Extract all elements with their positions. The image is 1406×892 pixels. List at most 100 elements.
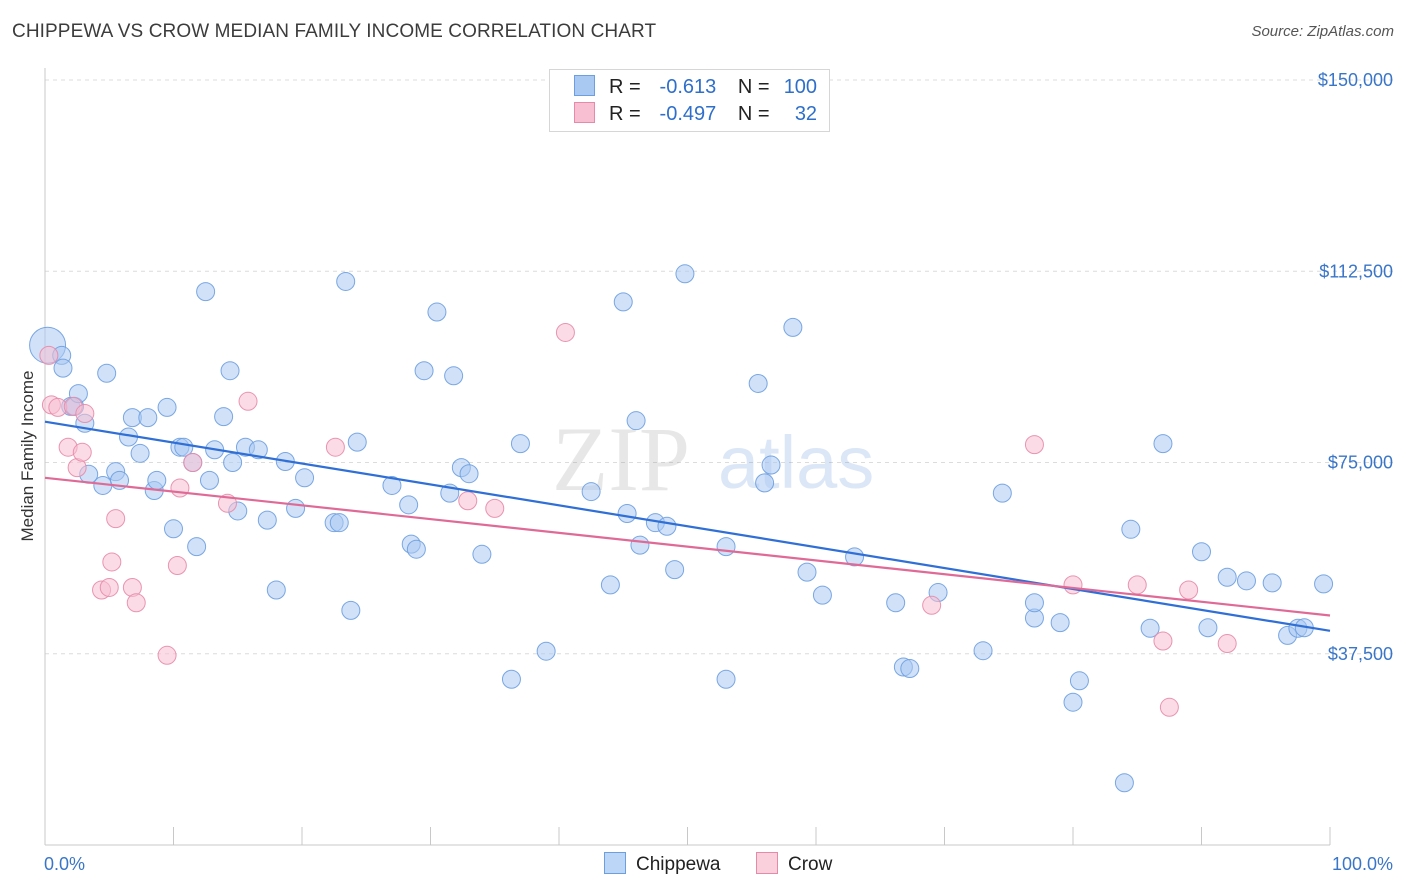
chippewa-point xyxy=(472,544,492,564)
chippewa-point xyxy=(347,432,367,452)
correlation-legend: R = -0.613 N = 100 R = -0.497 N = 32 xyxy=(549,69,830,132)
chippewa-point xyxy=(626,411,646,431)
watermark: ZIP atlas xyxy=(552,408,874,510)
chippewa-point xyxy=(147,470,167,490)
watermark-atlas: atlas xyxy=(718,421,874,504)
chippewa-point xyxy=(164,519,183,539)
crow-point xyxy=(106,509,126,529)
chippewa-point xyxy=(716,537,736,557)
crow-point xyxy=(1179,580,1199,600)
chippewa-point xyxy=(220,361,240,381)
chippewa-point xyxy=(341,600,361,620)
crow-point xyxy=(1153,631,1173,651)
chippewa-point xyxy=(716,669,736,689)
series-chippewa xyxy=(29,264,1334,793)
axis-labels: $37,500 $75,000 $112,500 $150,000 0.0% 100.0%… xyxy=(18,70,1393,874)
crow-point xyxy=(1127,575,1147,595)
chippewa-point xyxy=(783,317,803,337)
crow-point xyxy=(170,478,190,498)
chippewa-point xyxy=(406,539,426,559)
r-label: R = xyxy=(609,103,641,125)
n-label: N = xyxy=(737,76,770,98)
chippewa-point xyxy=(1121,519,1141,539)
legend-item-crow[interactable]: Crow xyxy=(756,852,832,876)
chippewa-point xyxy=(748,373,768,393)
chippewa-point xyxy=(1153,434,1173,454)
crow-point xyxy=(126,593,146,613)
crow-legend-label: Crow xyxy=(788,854,833,875)
crow-point xyxy=(325,437,345,457)
crow-point xyxy=(485,498,505,518)
crow-point xyxy=(238,391,258,411)
y-tick-label: $37,500 xyxy=(1328,644,1393,664)
chippewa-point xyxy=(581,482,601,502)
crow-point xyxy=(75,404,95,424)
chippewa-legend-label: Chippewa xyxy=(636,854,721,875)
chippewa-point xyxy=(501,669,521,689)
chippewa-point xyxy=(53,358,73,378)
chippewa-point xyxy=(665,560,685,580)
chippewa-point xyxy=(973,641,993,661)
chippewa-point xyxy=(248,440,268,460)
chippewa-point xyxy=(600,575,620,595)
chippewa-point xyxy=(1114,773,1134,793)
chippewa-point xyxy=(630,535,650,555)
x-tick-label-start: 0.0% xyxy=(44,854,85,874)
legend-row-crow: R = -0.497 N = 32 xyxy=(574,102,817,126)
legend-item-chippewa[interactable]: Chippewa xyxy=(604,852,721,876)
chippewa-point xyxy=(613,292,633,312)
crow-trend-line xyxy=(44,476,1331,617)
crow-point xyxy=(555,322,575,342)
r-value: -0.613 xyxy=(659,76,717,98)
chippewa-point xyxy=(1050,613,1070,633)
crow-swatch xyxy=(574,102,595,123)
chippewa-point xyxy=(444,366,464,386)
crow-point xyxy=(183,453,203,472)
chippewa-point xyxy=(1063,692,1083,712)
chippewa-point xyxy=(900,659,920,679)
crow-point xyxy=(922,595,942,615)
chippewa-point xyxy=(1140,618,1160,638)
data-points xyxy=(29,264,1334,793)
chippewa-swatch xyxy=(574,75,595,96)
chippewa-point xyxy=(414,361,434,381)
crow-point xyxy=(458,491,478,511)
chippewa-point xyxy=(187,537,207,557)
chippewa-point xyxy=(286,498,306,518)
chippewa-point xyxy=(657,516,677,536)
chippewa-point xyxy=(130,443,150,463)
chippewa-point xyxy=(214,407,234,427)
chippewa-point xyxy=(257,510,277,530)
chippewa-point xyxy=(196,282,216,302)
chippewa-point xyxy=(886,593,906,613)
chippewa-point xyxy=(1236,571,1256,591)
crow-point xyxy=(39,345,59,365)
chippewa-point xyxy=(1192,542,1211,562)
chippewa-point xyxy=(1024,593,1044,613)
chippewa-point xyxy=(399,495,419,515)
crow-point xyxy=(157,645,177,665)
series-legend: Chippewa Crow xyxy=(0,852,1406,878)
crow-point xyxy=(1063,575,1083,595)
watermark-zip: ZIP xyxy=(552,408,690,510)
source-label: Source: ZipAtlas.com xyxy=(1251,23,1394,40)
crow-point xyxy=(102,552,122,572)
chippewa-point xyxy=(329,513,349,533)
chippewa-point xyxy=(812,585,832,605)
chippewa-trend-line xyxy=(44,420,1331,632)
legend-row-chippewa: R = -0.613 N = 100 xyxy=(574,75,817,99)
y-tick-label: $112,500 xyxy=(1319,261,1393,281)
chippewa-point xyxy=(199,470,219,490)
r-value: -0.497 xyxy=(659,103,717,125)
chippewa-point xyxy=(761,455,781,475)
chippewa-point xyxy=(336,271,356,291)
chippewa-point xyxy=(536,641,556,661)
y-tick-label: $150,000 xyxy=(1318,70,1393,90)
chippewa-point xyxy=(157,397,177,417)
crow-point xyxy=(99,577,119,597)
chippewa-point xyxy=(138,408,158,428)
crow-point xyxy=(1159,697,1179,717)
chippewa-point xyxy=(1069,671,1089,691)
r-label: R = xyxy=(609,76,641,98)
